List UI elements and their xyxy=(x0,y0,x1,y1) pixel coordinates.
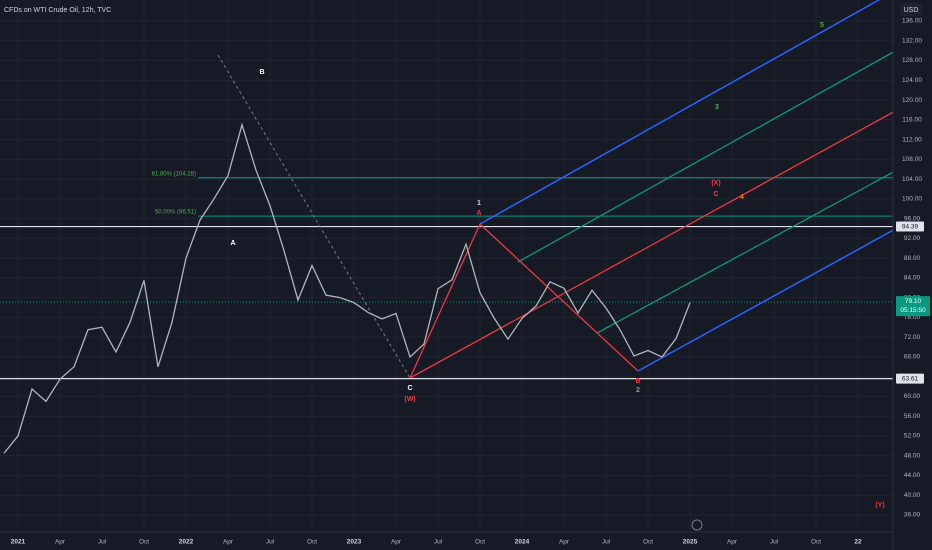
x-tick-label: Oct xyxy=(475,539,485,546)
x-tick-label: 2025 xyxy=(683,539,698,546)
annotation: A xyxy=(230,240,235,247)
annotation: B xyxy=(259,69,264,76)
x-tick-label: Oct xyxy=(811,539,821,546)
x-tick-label: Apr xyxy=(727,539,738,546)
last-price-box xyxy=(896,296,930,317)
plot xyxy=(3,122,691,454)
y-tick-label: 60.00 xyxy=(904,393,921,400)
fork-median xyxy=(409,109,898,379)
fork-lower xyxy=(637,227,898,372)
x-tick-label: 2024 xyxy=(515,539,530,546)
currency: USD xyxy=(904,7,919,14)
annotation: 2 xyxy=(636,387,640,394)
y-tick-label: 36.00 xyxy=(904,512,921,519)
y-tick-label: 76.00 xyxy=(904,314,921,321)
x-tick-label: Jul xyxy=(770,539,779,546)
drawings xyxy=(217,0,898,379)
y-tick-label: 108.00 xyxy=(902,156,922,163)
annotation: B xyxy=(635,378,640,385)
fork-upper xyxy=(479,0,881,225)
annotation: 1 xyxy=(477,200,481,207)
x-tick-label: Apr xyxy=(55,539,66,546)
annotation: C xyxy=(407,385,412,392)
price-axis xyxy=(893,0,932,550)
price-label-box xyxy=(896,373,924,384)
y-tick-label: 48.00 xyxy=(904,452,921,459)
x-tick-label: Apr xyxy=(391,539,402,546)
y-tick-label: 104.00 xyxy=(902,176,922,183)
countdown: 05:15:50 xyxy=(900,307,926,314)
fork-inner-upper xyxy=(517,49,898,263)
price-label: 94.39 xyxy=(902,223,919,230)
x-tick-label: Jul xyxy=(602,539,611,546)
annotation: 4 xyxy=(740,194,744,201)
x-tick-label: Jul xyxy=(98,539,107,546)
annotation: A xyxy=(476,210,481,217)
axis: 36.0040.0044.0048.0052.0056.0060.0064.00… xyxy=(11,18,930,546)
y-tick-label: 56.00 xyxy=(904,413,921,420)
x-tick-label: Oct xyxy=(139,539,149,546)
last-price: 79.10 xyxy=(905,298,922,305)
x-tick-label: 22 xyxy=(854,539,862,546)
y-tick-label: 128.00 xyxy=(902,57,922,64)
y-tick-label: 96.00 xyxy=(904,215,921,222)
grid: 61.80% (104.28) 50.00% (96.51) xyxy=(0,0,893,532)
annotation: C xyxy=(713,191,718,198)
fib-label: 61.80% (104.28) xyxy=(152,171,196,177)
x-tick-label: 2021 xyxy=(11,539,26,546)
y-tick-label: 68.00 xyxy=(904,354,921,361)
y-tick-label: 72.00 xyxy=(904,334,921,341)
x-tick-label: Apr xyxy=(223,539,234,546)
price-line xyxy=(3,122,691,454)
y-tick-label: 120.00 xyxy=(902,97,922,104)
x-tick-label: Jul xyxy=(266,539,275,546)
fib-label: 50.00% (96.51) xyxy=(155,210,196,216)
y-tick-label: 116.00 xyxy=(902,117,922,124)
x-tick-label: Apr xyxy=(559,539,570,546)
annotation: 5 xyxy=(820,22,824,29)
x-tick-label: Oct xyxy=(307,539,317,546)
currency-button[interactable] xyxy=(900,3,922,16)
y-tick-label: 124.00 xyxy=(902,77,922,84)
price-label: 63.61 xyxy=(902,375,919,382)
fork-base xyxy=(479,223,639,372)
y-tick-label: 52.00 xyxy=(904,433,921,440)
x-tick-label: Jul xyxy=(434,539,443,546)
y-tick-label: 100.00 xyxy=(902,196,922,203)
y-tick-label: 92.00 xyxy=(904,235,921,242)
x-tick-label: 2023 xyxy=(347,539,362,546)
x-tick-label: 2022 xyxy=(179,539,194,546)
price-label-box xyxy=(896,221,924,232)
event-icon[interactable] xyxy=(691,519,703,531)
trend-line xyxy=(217,54,411,379)
chart-title: CFDs on WTI Crude Oil, 12h, TVC xyxy=(4,7,111,14)
y-tick-label: 132.00 xyxy=(902,37,922,44)
annotation: (X) xyxy=(711,180,720,187)
y-tick-label: 84.00 xyxy=(904,275,921,282)
fork-inner-lower xyxy=(596,169,898,334)
annotation: 3 xyxy=(715,104,719,111)
y-tick-label: 44.00 xyxy=(904,472,921,479)
y-tick-label: 40.00 xyxy=(904,492,921,499)
x-tick-label: Oct xyxy=(643,539,653,546)
y-tick-label: 136.00 xyxy=(902,18,922,25)
annotation: (Y) xyxy=(875,502,884,509)
annotation: (W) xyxy=(404,396,415,403)
fork-handle xyxy=(409,223,481,379)
y-tick-label: 112.00 xyxy=(902,136,922,143)
y-tick-label: 88.00 xyxy=(904,255,921,262)
